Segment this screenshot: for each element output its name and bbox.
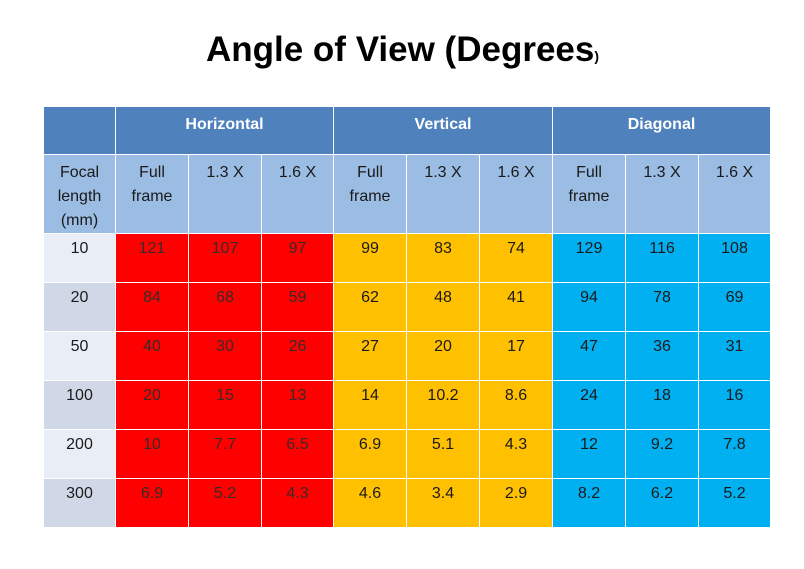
diagonal-cell: 69 [698, 282, 771, 332]
horizontal-cell: 6.9 [115, 478, 189, 528]
group-header-horizontal: Horizontal [115, 106, 334, 155]
table-row: 100 20 15 13 14 10.2 8.6 24 18 16 [43, 380, 771, 430]
horizontal-cell: 20 [115, 380, 189, 430]
vertical-cell: 10.2 [406, 380, 480, 430]
diagonal-cell: 16 [698, 380, 771, 430]
diagonal-cell: 9.2 [625, 429, 699, 479]
sub-header-1-3x: 1.3 X [188, 154, 262, 234]
vertical-cell: 62 [333, 282, 407, 332]
vertical-cell: 8.6 [479, 380, 553, 430]
diagonal-cell: 12 [552, 429, 626, 479]
horizontal-cell: 6.5 [261, 429, 334, 479]
horizontal-cell: 121 [115, 233, 189, 283]
horizontal-cell: 40 [115, 331, 189, 381]
vertical-cell: 48 [406, 282, 480, 332]
diagonal-cell: 18 [625, 380, 699, 430]
horizontal-cell: 26 [261, 331, 334, 381]
diagonal-cell: 94 [552, 282, 626, 332]
diagonal-cell: 8.2 [552, 478, 626, 528]
sub-header-1-3x: 1.3 X [406, 154, 480, 234]
focal-length-cell: 200 [43, 429, 116, 479]
vertical-cell: 17 [479, 331, 553, 381]
diagonal-cell: 47 [552, 331, 626, 381]
vertical-cell: 27 [333, 331, 407, 381]
horizontal-cell: 68 [188, 282, 262, 332]
horizontal-cell: 13 [261, 380, 334, 430]
group-header-diagonal: Diagonal [552, 106, 771, 155]
sub-header-1-6x: 1.6 X [261, 154, 334, 234]
sub-header-row: Focal length (mm) Full frame 1.3 X 1.6 X … [43, 154, 771, 234]
sub-header-full-frame: Full frame [333, 154, 407, 234]
sub-header-1-6x: 1.6 X [698, 154, 771, 234]
diagonal-cell: 78 [625, 282, 699, 332]
table-row: 20 84 68 59 62 48 41 94 78 69 [43, 282, 771, 332]
horizontal-cell: 59 [261, 282, 334, 332]
horizontal-cell: 7.7 [188, 429, 262, 479]
sub-header-1-6x: 1.6 X [479, 154, 553, 234]
vertical-cell: 3.4 [406, 478, 480, 528]
group-header-vertical: Vertical [333, 106, 553, 155]
diagonal-cell: 108 [698, 233, 771, 283]
focal-length-cell: 20 [43, 282, 116, 332]
table-row: 300 6.9 5.2 4.3 4.6 3.4 2.9 8.2 6.2 5.2 [43, 478, 771, 528]
vertical-cell: 6.9 [333, 429, 407, 479]
diagonal-cell: 5.2 [698, 478, 771, 528]
title-suffix: ) [594, 48, 600, 64]
focal-length-cell: 300 [43, 478, 116, 528]
diagonal-cell: 36 [625, 331, 699, 381]
focal-length-header: Focal length (mm) [43, 154, 116, 234]
vertical-cell: 83 [406, 233, 480, 283]
horizontal-cell: 5.2 [188, 478, 262, 528]
table-row: 50 40 30 26 27 20 17 47 36 31 [43, 331, 771, 381]
sub-header-full-frame: Full frame [552, 154, 626, 234]
horizontal-cell: 4.3 [261, 478, 334, 528]
vertical-cell: 20 [406, 331, 480, 381]
table-row: 200 10 7.7 6.5 6.9 5.1 4.3 12 9.2 7.8 [43, 429, 771, 479]
focal-length-cell: 100 [43, 380, 116, 430]
vertical-cell: 14 [333, 380, 407, 430]
table-row: 10 121 107 97 99 83 74 129 116 108 [43, 233, 771, 283]
vertical-cell: 5.1 [406, 429, 480, 479]
focal-length-cell: 10 [43, 233, 116, 283]
diagonal-cell: 6.2 [625, 478, 699, 528]
vertical-cell: 4.6 [333, 478, 407, 528]
diagonal-cell: 24 [552, 380, 626, 430]
vertical-cell: 2.9 [479, 478, 553, 528]
angle-of-view-table: Horizontal Vertical Diagonal Focal lengt… [43, 106, 771, 528]
horizontal-cell: 10 [115, 429, 189, 479]
sub-header-1-3x: 1.3 X [625, 154, 699, 234]
diagonal-cell: 116 [625, 233, 699, 283]
horizontal-cell: 97 [261, 233, 334, 283]
diagonal-cell: 31 [698, 331, 771, 381]
diagonal-cell: 129 [552, 233, 626, 283]
empty-header-cell [43, 106, 116, 155]
vertical-cell: 99 [333, 233, 407, 283]
focal-length-cell: 50 [43, 331, 116, 381]
group-header-row: Horizontal Vertical Diagonal [43, 106, 771, 155]
page-title: Angle of View (Degrees) [0, 30, 805, 70]
vertical-cell: 4.3 [479, 429, 553, 479]
horizontal-cell: 15 [188, 380, 262, 430]
horizontal-cell: 107 [188, 233, 262, 283]
sub-header-full-frame: Full frame [115, 154, 189, 234]
diagonal-cell: 7.8 [698, 429, 771, 479]
vertical-cell: 41 [479, 282, 553, 332]
title-text: Angle of View (Degrees [205, 30, 595, 69]
horizontal-cell: 30 [188, 331, 262, 381]
horizontal-cell: 84 [115, 282, 189, 332]
vertical-cell: 74 [479, 233, 553, 283]
